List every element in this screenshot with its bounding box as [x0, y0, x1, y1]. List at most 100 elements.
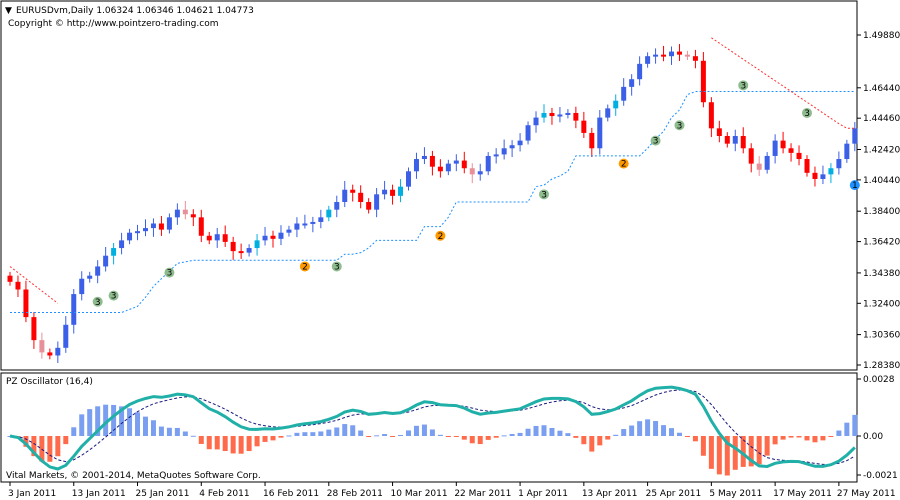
oscillator-pane: 0.0028 0.00 -0.0021 PZ Oscillator (16,4) V…: [0, 372, 898, 483]
price-tick-label: 1.44460: [863, 114, 900, 124]
osc-histogram-bar: [645, 419, 651, 436]
osc-histogram-bar: [166, 427, 172, 436]
candle-body: [31, 317, 37, 341]
osc-histogram-bar: [350, 425, 356, 436]
marker-3: [650, 135, 661, 146]
candle-body: [445, 163, 451, 172]
candle-body: [342, 189, 348, 202]
osc-histogram-bar: [764, 436, 770, 456]
candle-body: [525, 125, 531, 141]
candle-body: [485, 155, 491, 172]
osc-histogram-bar: [684, 436, 690, 437]
marker-3: [538, 189, 549, 200]
price-tick-label: 1.32400: [863, 299, 900, 309]
osc-histogram-bar: [190, 435, 196, 437]
candle-body: [230, 241, 236, 252]
time-tick-label: 16 Feb 2011: [263, 489, 319, 499]
candle-body: [493, 154, 499, 157]
osc-histogram-bar: [509, 434, 515, 436]
time-tick-label: 1 Apr 2011: [518, 489, 568, 499]
marker-2: [435, 230, 446, 241]
candle-body: [708, 102, 714, 129]
osc-histogram-bar: [366, 436, 372, 437]
candle-body: [174, 209, 180, 218]
marker-1-label: 1: [852, 181, 858, 191]
osc-histogram-bar: [597, 436, 603, 446]
osc-histogram-bar: [700, 436, 706, 456]
candle-body: [804, 159, 810, 173]
osc-histogram-bar: [549, 427, 555, 436]
candle-body: [565, 112, 571, 115]
marker-2-label: 2: [621, 160, 627, 170]
osc-histogram-bar: [406, 430, 411, 436]
window-menu-arrow[interactable]: ▼: [5, 6, 12, 16]
price-tick-label: 1.28380: [863, 361, 900, 371]
candle-body: [286, 229, 292, 233]
candle-body: [437, 166, 443, 172]
osc-histogram-bar: [230, 436, 236, 454]
time-tick-label: 17 May 2011: [773, 489, 832, 499]
candle-body: [581, 120, 587, 133]
marker-3: [331, 261, 342, 272]
oscillator-series: [7, 385, 858, 476]
candle-body: [605, 108, 611, 118]
candle-body: [453, 160, 459, 164]
price-tick-label: 1.46440: [863, 84, 900, 94]
marker-3-label: 3: [111, 292, 117, 302]
oscillator-axis: 0.0028 0.00 -0.0021: [857, 375, 898, 481]
osc-histogram-bar: [198, 436, 204, 444]
osc-histogram-bar: [429, 429, 435, 436]
candle-body: [852, 128, 858, 144]
candle-body: [613, 100, 619, 109]
symbol-line: EURUSDvm,Daily 1.06324 1.06346 1.04621 1…: [16, 6, 254, 16]
candle-body: [509, 145, 515, 149]
osc-histogram-bar: [437, 434, 443, 436]
osc-histogram-bar: [613, 434, 619, 436]
candle-body: [621, 86, 627, 101]
osc-histogram-bar: [47, 436, 53, 462]
osc-histogram-bar: [796, 436, 802, 438]
osc-main-line: [9, 385, 856, 471]
candle-body: [820, 174, 826, 179]
candle-body: [461, 160, 467, 169]
osc-histogram-bar: [828, 436, 834, 437]
candle-body: [270, 235, 276, 239]
resistance-line-end: [711, 37, 855, 129]
candle-body: [135, 231, 141, 234]
osc-histogram-bar: [557, 430, 563, 436]
marker-3-label: 3: [677, 121, 683, 131]
candle-body: [533, 117, 539, 126]
candle-body: [95, 266, 101, 276]
osc-histogram-bar: [732, 436, 738, 470]
candle-body: [39, 340, 45, 353]
osc-histogram-bar: [278, 436, 284, 438]
osc-histogram-bar: [852, 414, 858, 436]
osc-histogram-bar: [780, 436, 786, 440]
osc-histogram-bar: [150, 420, 156, 436]
candle-body: [182, 209, 188, 215]
osc-histogram-bar: [493, 436, 499, 438]
oscillator-title: PZ Oscillator (16,4): [6, 377, 93, 387]
candle-body: [294, 223, 300, 230]
candle-body: [278, 232, 284, 239]
osc-histogram-bar: [111, 404, 117, 436]
candle-body: [557, 114, 563, 117]
candle-body: [111, 248, 117, 256]
marker-3-label: 3: [167, 269, 173, 279]
time-tick-label: 3 Jan 2011: [8, 489, 56, 499]
candle-body: [661, 54, 667, 57]
osc-histogram-bar: [692, 436, 698, 442]
osc-histogram-bar: [326, 429, 332, 436]
osc-histogram-bar: [55, 436, 61, 457]
osc-histogram-bar: [174, 427, 180, 436]
marker-3: [802, 107, 812, 118]
marker-2-label: 2: [438, 232, 444, 242]
candle-body: [47, 352, 53, 356]
marker-2-label: 2: [302, 262, 308, 272]
candle-body: [7, 275, 13, 282]
osc-histogram-bar: [589, 436, 595, 452]
trailing-stop-line: [10, 91, 855, 313]
copyright-text: Copyright © http://www.pointzero-trading…: [8, 19, 218, 29]
osc-histogram-bar: [716, 436, 722, 475]
